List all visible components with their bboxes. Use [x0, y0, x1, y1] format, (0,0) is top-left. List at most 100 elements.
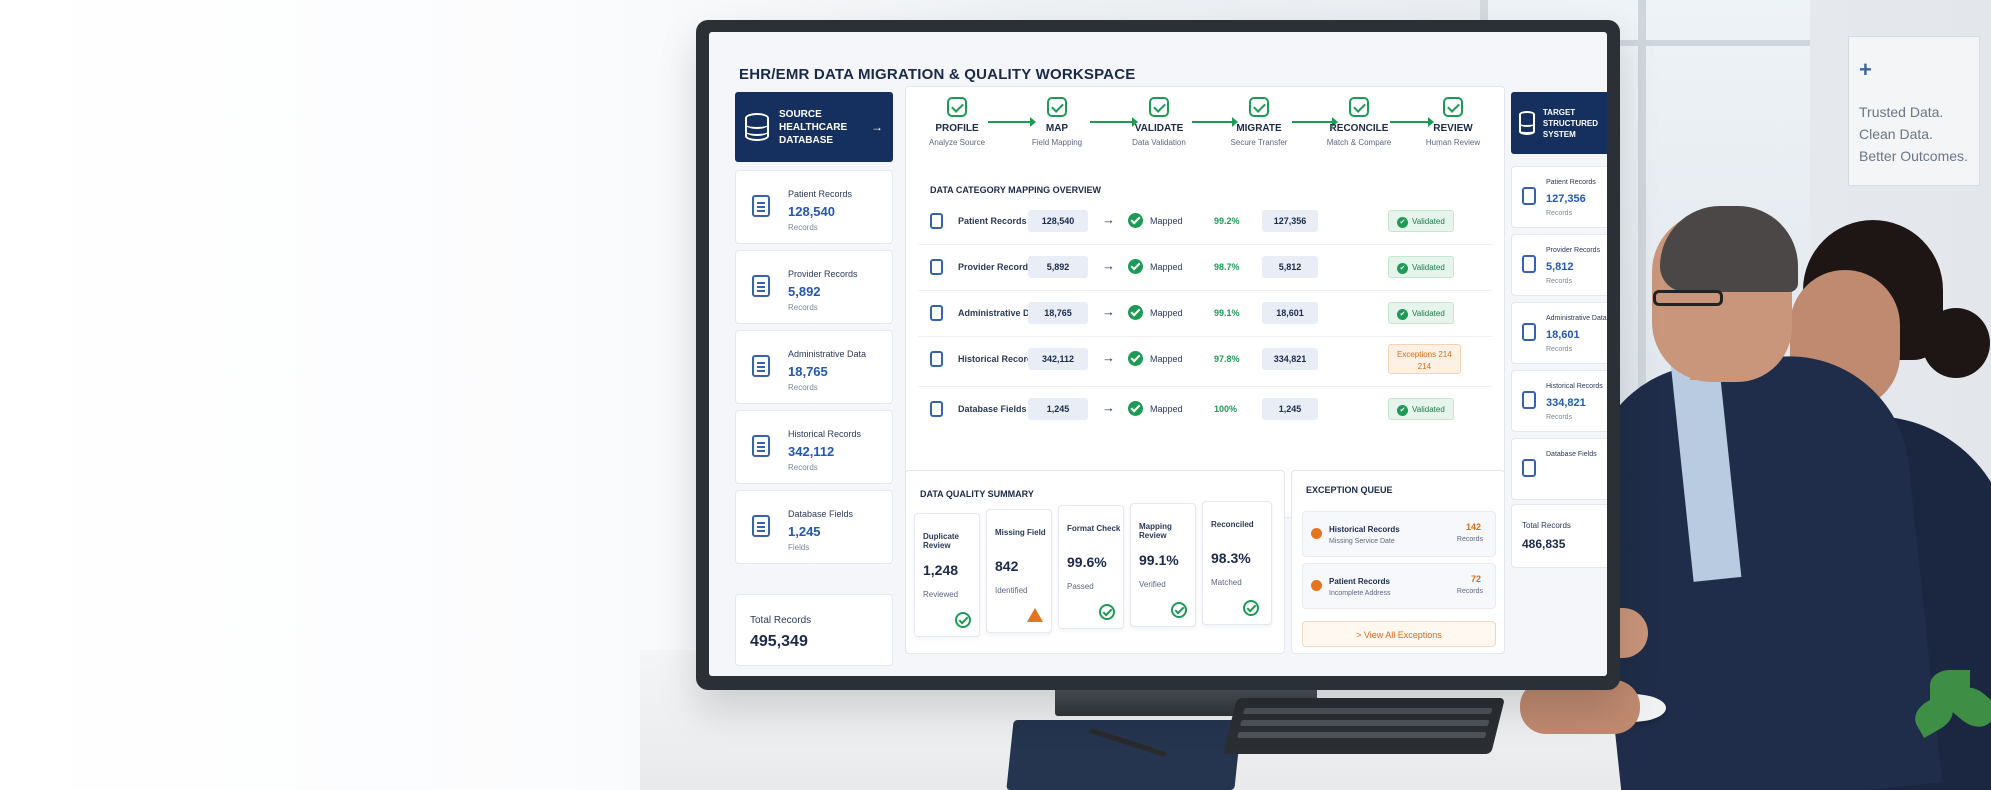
- target-card-label: Database Fields: [1546, 451, 1597, 458]
- target-record-list: Patient Records 127,356 Records Provider…: [1511, 166, 1607, 506]
- quality-card-duplicate[interactable]: Duplicate Review 1,248 Reviewed: [914, 513, 980, 637]
- patient-record-icon: [752, 195, 770, 217]
- check-circle-icon: [1099, 604, 1115, 620]
- view-all-exceptions-link[interactable]: > View All Exceptions: [1302, 621, 1496, 647]
- quality-value: 1,248: [923, 562, 959, 578]
- mapping-category: Provider Records: [958, 262, 1034, 272]
- exception-item[interactable]: Historical Records Missing Service Date …: [1302, 511, 1496, 557]
- exception-queue: EXCEPTION QUEUE Historical Records Missi…: [1291, 470, 1505, 654]
- exception-item[interactable]: Patient Records Incomplete Address 72 Re…: [1302, 563, 1496, 609]
- stage-map[interactable]: MAP Field Mapping: [1012, 97, 1102, 147]
- check-circle-icon: [1171, 602, 1187, 618]
- stage-review[interactable]: REVIEW Human Review: [1408, 97, 1498, 147]
- target-system-header[interactable]: TARGET STRUCTURED SYSTEM →: [1511, 92, 1607, 154]
- patient-icon: [930, 213, 943, 229]
- quality-card-format-check[interactable]: Format Check 99.6% Passed: [1058, 505, 1124, 629]
- source-card-patient-records[interactable]: Patient Records 128,540 Records: [735, 170, 893, 244]
- stage-profile[interactable]: PROFILE Analyze Source: [912, 97, 1002, 147]
- quality-sub: Passed: [1067, 582, 1094, 591]
- source-card-provider-records[interactable]: Provider Records 5,892 Records: [735, 250, 893, 324]
- source-card-label: Patient Records: [788, 189, 853, 199]
- mapping-status: Mapped: [1150, 308, 1183, 318]
- mapping-row[interactable]: Provider Records 5,892 → Mapped 98.7% 5,…: [918, 245, 1492, 291]
- source-count: 342,112: [1028, 348, 1088, 370]
- mapping-row[interactable]: Patient Records 128,540 → Mapped 99.2% 1…: [918, 199, 1492, 245]
- stage-sub: Field Mapping: [1031, 138, 1083, 147]
- check-circle-icon: [1128, 213, 1143, 228]
- source-total-value: 495,349: [750, 633, 808, 650]
- quality-label: Reconciled: [1211, 520, 1254, 529]
- source-record-list: Patient Records 128,540 Records Provider…: [735, 170, 893, 570]
- source-card-administrative-data[interactable]: Administrative Data 18,765 Records: [735, 330, 893, 404]
- glasses: [1653, 290, 1723, 306]
- source-card-value: 342,112: [788, 444, 835, 459]
- quality-value: 842: [995, 558, 1019, 574]
- target-total-label: Total Records: [1522, 521, 1571, 530]
- target-card-historical-records[interactable]: Historical Records 334,821 Records: [1511, 370, 1607, 432]
- target-card-patient-records[interactable]: Patient Records 127,356 Records: [1511, 166, 1607, 228]
- mapping-category: Administrative Data: [958, 308, 1043, 318]
- target-card-label: Historical Records: [1546, 383, 1603, 390]
- exception-sub: Missing Service Date: [1329, 538, 1395, 545]
- mapping-category: Patient Records: [958, 216, 1027, 226]
- validated-badge: Validated: [1388, 210, 1454, 232]
- stage-name: RECONCILE: [1329, 123, 1389, 134]
- mapping-percent: 99.1%: [1214, 308, 1240, 318]
- stage-sub: Match & Compare: [1326, 138, 1392, 147]
- exceptions-badge[interactable]: Exceptions 214 214: [1388, 344, 1461, 374]
- quality-label: Mapping Review: [1139, 522, 1172, 540]
- validated-badge: Validated: [1388, 302, 1454, 324]
- target-card-value: 334,821: [1546, 397, 1586, 409]
- quality-label: Missing Field: [995, 528, 1046, 537]
- quality-card-reconciled[interactable]: Reconciled 98.3% Matched: [1202, 501, 1272, 625]
- quality-card-missing-field[interactable]: Missing Field 842 Identified: [986, 509, 1052, 633]
- check-circle-icon: [1128, 259, 1143, 274]
- exceptions-count: 214: [1417, 362, 1432, 371]
- mapping-row[interactable]: Database Fields 1,245 → Mapped 100% 1,24…: [918, 387, 1492, 433]
- stage-reconcile[interactable]: RECONCILE Match & Compare: [1314, 97, 1404, 147]
- source-database-header[interactable]: SOURCE HEALTHCARE DATABASE →: [735, 92, 893, 162]
- quality-sub: Reviewed: [923, 590, 959, 599]
- reconcile-icon: [1349, 97, 1369, 117]
- source-card-historical-records[interactable]: Historical Records 342,112 Records: [735, 410, 893, 484]
- quality-sub: Matched: [1211, 578, 1242, 587]
- document-icon: [930, 305, 943, 321]
- mapping-row[interactable]: Administrative Data 18,765 → Mapped 99.1…: [918, 291, 1492, 337]
- woman-hair-bun: [1922, 308, 1990, 378]
- target-card-provider-records[interactable]: Provider Records 5,812 Records: [1511, 234, 1607, 296]
- stage-validate[interactable]: VALIDATE Data Validation: [1114, 97, 1204, 147]
- quality-card-mapping-review[interactable]: Mapping Review 99.1% Verified: [1130, 503, 1196, 627]
- mapping-percent: 98.7%: [1214, 262, 1240, 272]
- exception-title: Patient Records: [1329, 577, 1390, 586]
- sign-line: Trusted Data.: [1859, 104, 1944, 120]
- check-circle-icon: [955, 612, 971, 628]
- source-card-unit: Records: [788, 223, 818, 232]
- source-total-records: Total Records 495,349: [735, 594, 893, 666]
- exception-sub: Incomplete Address: [1329, 590, 1391, 597]
- mapping-category: Historical Records: [958, 354, 1038, 364]
- exception-title: Historical Records: [1329, 525, 1400, 534]
- exception-unit: Records: [1456, 536, 1483, 543]
- target-card-unit: Records: [1546, 278, 1573, 285]
- target-card-administrative-data[interactable]: Administrative Data 18,601 Records: [1511, 302, 1607, 364]
- profile-icon: [947, 97, 967, 117]
- source-card-unit: Records: [788, 383, 818, 392]
- mapping-status: Mapped: [1150, 354, 1183, 364]
- stage-migrate[interactable]: MIGRATE Secure Transfer: [1214, 97, 1304, 147]
- pipeline-arrow-icon: [1292, 117, 1338, 127]
- warning-icon: [1027, 608, 1043, 622]
- pipeline-arrow-icon: [1192, 117, 1238, 127]
- quality-label: Duplicate Review: [923, 532, 960, 550]
- source-card-value: 1,245: [788, 524, 821, 539]
- mapping-percent: 97.8%: [1214, 354, 1240, 364]
- source-header-label: SOURCE HEALTHCARE DATABASE: [779, 108, 848, 146]
- target-total-records: Total Records 486,835: [1511, 504, 1607, 568]
- mapping-section-title: DATA CATEGORY MAPPING OVERVIEW: [930, 185, 1102, 195]
- target-count: 1,245: [1262, 398, 1318, 420]
- source-card-label: Administrative Data: [788, 349, 867, 359]
- workspace-title: EHR/EMR DATA MIGRATION & QUALITY WORKSPA…: [739, 66, 1136, 83]
- source-card-database-fields[interactable]: Database Fields 1,245 Fields: [735, 490, 893, 564]
- target-card-database-fields[interactable]: Database Fields: [1511, 438, 1607, 500]
- target-card-value: 127,356: [1546, 193, 1586, 205]
- mapping-row[interactable]: Historical Records 342,112 → Mapped 97.8…: [918, 337, 1492, 387]
